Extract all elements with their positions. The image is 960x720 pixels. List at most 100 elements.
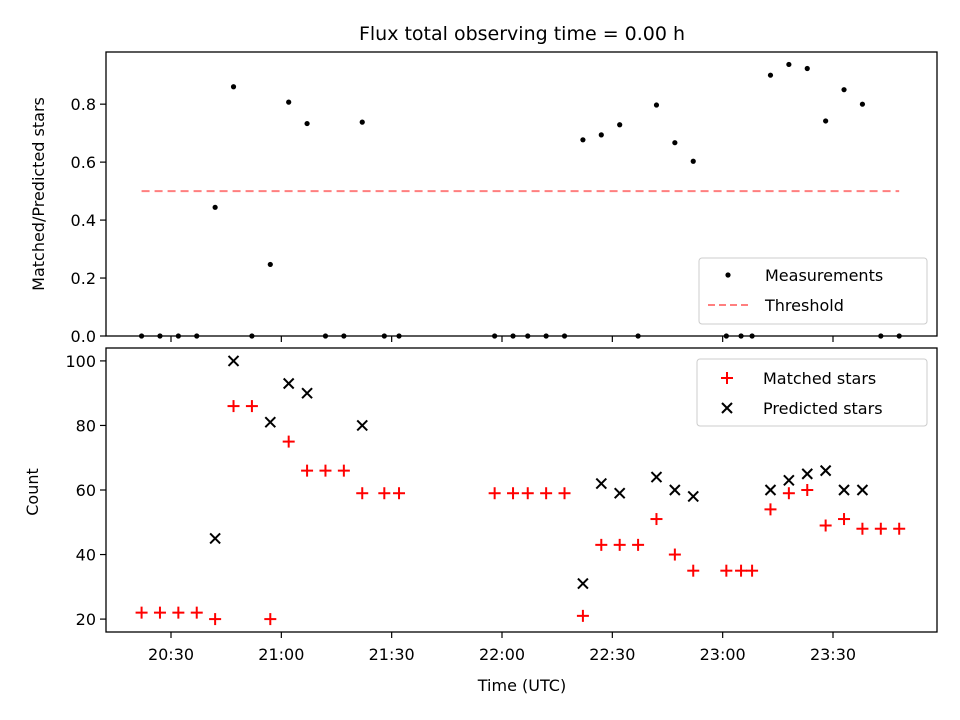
measurements-point [230,84,237,90]
predicted-stars-point [301,387,313,399]
matched-stars-point [264,613,277,626]
matched-stars-point [746,564,759,577]
measurements-point [286,99,292,105]
top-y-tick-label: 0.2 [71,269,96,288]
matched-stars-point [245,400,258,413]
predicted-stars-point [819,464,832,477]
matched-stars-point [190,606,203,619]
predicted-stars-point [356,419,368,432]
matched-stars-point [540,487,553,500]
legend-measurements-label: Measurements [765,266,883,285]
bottom-legend-box [696,358,928,427]
predicted-stars-point [838,484,850,496]
top-y-tick-label: 0.0 [71,327,96,346]
matched-stars-point [301,464,314,477]
measurements-point [690,158,696,164]
measurements-point [304,120,310,127]
matched-stars-point [282,435,295,448]
matched-stars-point [319,464,332,477]
legend-predicted-marker [721,402,733,414]
measurements-point [653,102,660,108]
top-y-axis-label: Matched/Predicted stars [29,97,48,291]
matched-stars-point [613,538,626,551]
matched-stars-point [153,606,166,619]
measurements-point [359,119,365,125]
predicted-stars-point [801,468,813,480]
matched-stars-point [393,487,406,500]
matched-stars-point [521,487,534,500]
predicted-stars-point [783,474,795,487]
x-tick-label: 21:00 [258,645,304,664]
measurements-point [212,204,218,210]
matched-stars-point [595,538,608,551]
matched-stars-point [135,606,148,619]
top-legend: Measurements Threshold [698,257,928,325]
matched-stars-point [764,503,777,516]
matched-stars-point [576,609,589,622]
bottom-y-tick-label: 60 [76,481,96,500]
predicted-stars-point [595,477,608,490]
measurements-point [580,137,586,143]
measurements-point [598,132,604,138]
x-tick-label: 21:30 [369,645,415,664]
measurements-point [823,118,829,124]
matched-stars-point [227,400,240,413]
matched-stars-point [558,487,571,500]
matched-stars-point [893,522,906,535]
matched-stars-point [507,487,520,500]
top-panel: Flux total observing time = 0.00 h 0.0 0.… [29,23,938,346]
predicted-stars-point [650,471,663,483]
matched-stars-point [735,564,748,577]
matched-stars-point [488,487,501,500]
bottom-panel: 20 40 60 80 100 20:30 21:00 21:30 22:00 22:30 23:0… [23,347,938,695]
top-legend-box [698,257,928,325]
x-tick-label: 22:00 [479,645,525,664]
predicted-stars-point [577,577,589,590]
matched-stars-point [378,487,391,500]
x-tick-label: 20:30 [148,645,194,664]
measurements-point [767,72,774,78]
legend-threshold-label: Threshold [764,296,844,315]
matched-stars-point [819,519,832,532]
matched-stars-point [356,487,369,500]
measurements-point [841,87,847,93]
bottom-y-tick-label: 40 [76,546,96,565]
measurements-point [617,122,623,128]
matched-stars-point [209,613,222,626]
measurements-point [672,140,678,146]
matched-stars-point [172,606,185,619]
top-plot-area: 0.0 0.2 0.4 0.6 0.8 [71,61,902,346]
bottom-y-tick-label: 80 [76,416,96,435]
bottom-axes-frame [105,347,938,633]
predicted-stars-point [669,484,681,496]
matched-stars-point [650,513,663,526]
bottom-legend: Matched stars Predicted stars [696,358,928,427]
legend-matched-marker [721,372,733,384]
x-tick-label: 23:30 [810,645,856,664]
x-tick-label: 22:30 [589,645,635,664]
x-axis-label: Time (UTC) [477,676,566,695]
predicted-stars-point [687,490,699,503]
x-tick-label: 23:00 [700,645,746,664]
bottom-y-tick-label: 20 [76,610,96,629]
bottom-plot-area: 20 40 60 80 100 20:30 21:00 21:30 22:00 22:30 23:0… [65,352,906,664]
matched-stars-point [782,487,795,500]
legend-measurements-marker [725,272,731,278]
top-chart-title: Flux total observing time = 0.00 h [359,23,685,45]
matched-stars-point [687,564,700,577]
bottom-y-axis-label: Count [23,468,42,516]
measurements-point [786,61,792,68]
measurements-point [804,65,810,72]
top-y-tick-label: 0.8 [71,95,96,114]
matched-stars-point [838,513,851,526]
legend-predicted-label: Predicted stars [763,399,883,418]
matched-stars-point [874,522,887,535]
bottom-y-tick-label: 100 [65,352,96,371]
matched-stars-point [801,484,814,496]
predicted-stars-point [227,355,240,367]
predicted-stars-point [264,416,277,428]
predicted-stars-point [613,487,626,499]
matched-stars-point [856,522,869,535]
matched-stars-point [632,538,645,551]
measurements-point [267,261,273,268]
